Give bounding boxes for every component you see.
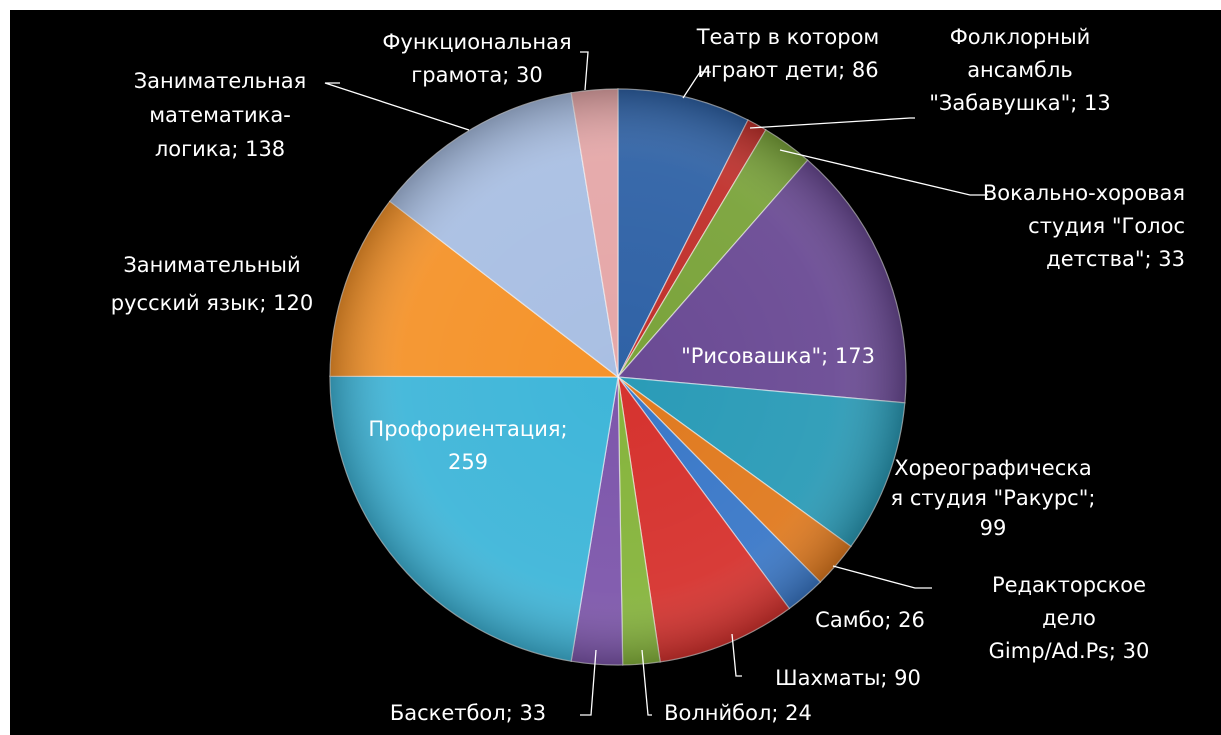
slice-label-line: Фолклорный: [950, 25, 1091, 49]
slice-label-line: Редакторское: [992, 573, 1146, 597]
slice-label-line: ансамбль: [967, 58, 1073, 82]
slice-label-line: Баскетбол; 33: [390, 701, 546, 725]
slice-label-line: играют дети; 86: [697, 58, 878, 82]
slice-label-line: Самбо; 26: [815, 608, 925, 632]
slice-label-line: Хореографическа: [894, 456, 1092, 480]
slice-label-line: Профориентация;: [368, 417, 567, 441]
slice-label-line: Функциональная: [382, 30, 571, 54]
slice-label-line: логика; 138: [155, 137, 285, 161]
slice-label: Редакторское дело Gimp/Ad.Ps; 30: [989, 573, 1150, 663]
leader-line: [324, 82, 470, 131]
pie-chart: Театр в котором играют дети; 86 Фолклорный…: [111, 25, 1185, 725]
slice-label: Фолклорный ансамбль "Забавушка"; 13: [929, 25, 1111, 115]
slice-label-line: Занимательный: [123, 253, 300, 277]
slice-label-line: Gimp/Ad.Ps; 30: [989, 639, 1150, 663]
leader-line: [832, 565, 932, 589]
slice-label: Занимательная математика-логика; 138: [134, 69, 307, 161]
slice-label-line: Театр в котором: [696, 25, 880, 49]
slice-label-line: Волнйбол; 24: [664, 701, 812, 725]
slice-label-line: Вокально-хоровая: [983, 181, 1185, 205]
leader-line: [580, 51, 589, 91]
leader-line: [749, 117, 915, 129]
slice-label: Самбо; 26: [815, 608, 925, 632]
leader-line: [731, 633, 742, 677]
slice-label-line: математика-: [149, 103, 291, 127]
slice-label-line: детства"; 33: [1046, 247, 1185, 271]
slice-label: "Рисовашка"; 173: [681, 344, 875, 368]
slice-label-line: грамота; 30: [411, 63, 543, 87]
slice-label: Шахматы; 90: [775, 666, 921, 690]
slice-label-line: "Забавушка"; 13: [929, 91, 1111, 115]
slice-label-line: дело: [1042, 606, 1096, 630]
slice-label: Занимательный русский язык; 120: [111, 253, 313, 315]
slice-label-line: "Рисовашка"; 173: [681, 344, 875, 368]
slice-label: Профориентация; 259: [368, 417, 567, 474]
slice-label-line: Занимательная: [134, 69, 307, 93]
slice-label: Хореографическа я студия "Ракурс"; 99: [891, 456, 1096, 540]
slice-label: Функциональная грамота; 30: [382, 30, 571, 87]
slice-label: Театр в котором играют дети; 86: [696, 25, 880, 82]
slice-label: Вокально-хоровая студия "Голос детства"; 3…: [983, 181, 1185, 271]
slice-label-line: 259: [448, 450, 488, 474]
slice-label-line: русский язык; 120: [111, 291, 313, 315]
slice-label: Баскетбол; 33: [390, 701, 546, 725]
leader-line: [641, 649, 652, 716]
slice-label-line: студия "Голос: [1028, 214, 1185, 238]
slice-label-line: я студия "Ракурс";: [891, 486, 1096, 510]
slice-label: Волнйбол; 24: [664, 701, 812, 725]
leader-line: [580, 649, 597, 716]
slice-label-line: Шахматы; 90: [775, 666, 921, 690]
leader-line: [779, 149, 988, 196]
pie-shading: [330, 89, 906, 665]
chart-area: Театр в котором играют дети; 86 Фолклорный…: [10, 10, 1221, 735]
leader-line: [682, 71, 711, 99]
slice-label-line: 99: [980, 516, 1007, 540]
